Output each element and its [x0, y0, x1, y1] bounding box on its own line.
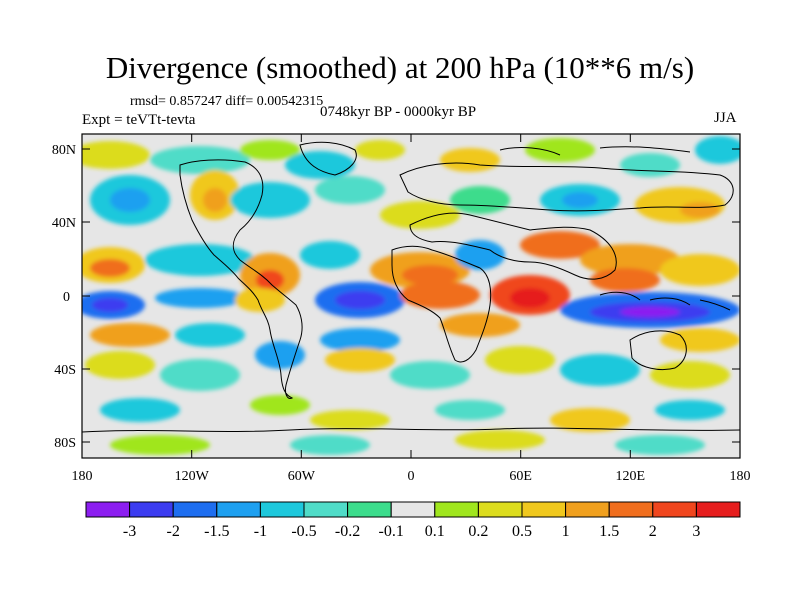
- lon-label: 60W: [288, 469, 316, 484]
- colorbar-box: [85, 501, 131, 518]
- colorbar-boxes: [85, 501, 741, 518]
- divergence-field: [82, 136, 740, 455]
- lat-label: 40N: [52, 216, 76, 231]
- colorbar-label: -0.5: [291, 523, 316, 540]
- colorbar-box: [303, 501, 349, 518]
- latitude-labels: 80N 40N 0 40S 80S: [52, 143, 76, 451]
- colorbar-label: 0.1: [425, 523, 445, 540]
- colorbar-box: [521, 501, 567, 518]
- colorbar-label: 1.5: [599, 523, 619, 540]
- experiment-label: Expt = teVTt-tevta: [82, 112, 196, 128]
- colorbar-label: -1.5: [204, 523, 229, 540]
- lon-label: 180: [72, 469, 93, 484]
- lon-label: 180: [730, 469, 751, 484]
- lon-label: 60E: [509, 469, 532, 484]
- colorbar-box: [390, 501, 436, 518]
- lat-label: 80S: [54, 436, 76, 451]
- colorbar-label: 0.2: [468, 523, 488, 540]
- colorbar-label: 0.5: [512, 523, 532, 540]
- colorbar-box: [129, 501, 174, 518]
- colorbar-box: [347, 501, 392, 518]
- colorbar-box: [565, 501, 610, 518]
- colorbar-label: 1: [562, 523, 570, 540]
- colorbar-label: -1: [254, 523, 267, 540]
- colorbar-label: -0.1: [379, 523, 404, 540]
- colorbar-labels: -3 -2 -1.5 -1 -0.5 -0.2 -0.1 0.1 0.2 0.5 1 1.5 2 3: [123, 523, 700, 540]
- lat-label: 80N: [52, 143, 76, 158]
- period-label: 0748kyr BP - 0000kyr BP: [320, 104, 477, 120]
- lat-label: 0: [63, 290, 70, 305]
- colorbar-label: 2: [649, 523, 657, 540]
- colorbar-label: -0.2: [335, 523, 360, 540]
- lat-label: 40S: [54, 363, 76, 378]
- colorbar-box: [695, 501, 741, 518]
- lon-label: 120W: [175, 469, 210, 484]
- colorbar-box: [259, 501, 305, 518]
- colorbar-box: [477, 501, 523, 518]
- colorbar-box: [652, 501, 697, 518]
- colorbar-box: [608, 501, 654, 518]
- stats-label: rmsd= 0.857247 diff= 0.00542315: [130, 94, 324, 109]
- colorbar-box: [216, 501, 261, 518]
- coastlines: [82, 141, 740, 433]
- colorbar-label: 3: [692, 523, 700, 540]
- colorbar-label: -2: [167, 523, 180, 540]
- colorbar: -3 -2 -1.5 -1 -0.5 -0.2 -0.1 0.1 0.2 0.5 1 1.5 2 3: [85, 501, 741, 540]
- colorbar-label: -3: [123, 523, 136, 540]
- colorbar-box: [172, 501, 218, 518]
- longitude-labels: 180 120W 60W 0 60E 120E 180: [72, 469, 751, 484]
- plot-title: Divergence (smoothed) at 200 hPa (10**6 …: [105, 50, 695, 85]
- axis-ticks: [81, 134, 741, 458]
- season-label: JJA: [714, 110, 737, 126]
- lon-label: 120E: [616, 469, 646, 484]
- colorbar-box: [434, 501, 479, 518]
- lon-label: 0: [408, 469, 415, 484]
